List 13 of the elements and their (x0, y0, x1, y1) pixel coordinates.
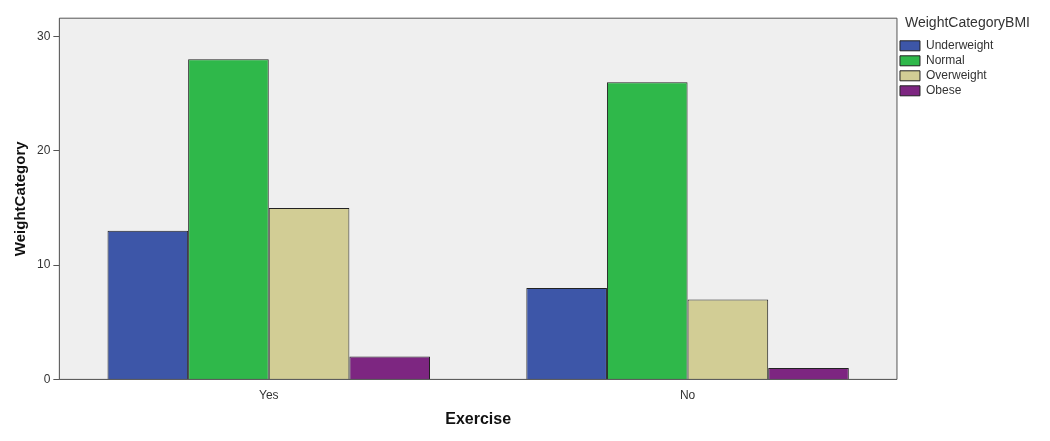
y-axis-title: WeightCategory (11, 140, 29, 257)
legend-label: Overweight (925, 68, 988, 83)
x-tick-label: No (679, 387, 696, 402)
legend-title: WeightCategoryBMI (904, 13, 1030, 30)
y-tick-label: 20 (36, 143, 51, 158)
y-tick-label: 10 (36, 257, 51, 272)
y-tick-label: 30 (36, 28, 51, 43)
legend-label: Obese (925, 83, 962, 98)
x-tick-label: Yes (258, 387, 279, 402)
y-tick-label: 0 (43, 371, 51, 386)
x-axis-title: Exercise (445, 409, 512, 427)
legend-label: Normal (925, 53, 965, 68)
legend-label: Underweight (925, 38, 995, 53)
